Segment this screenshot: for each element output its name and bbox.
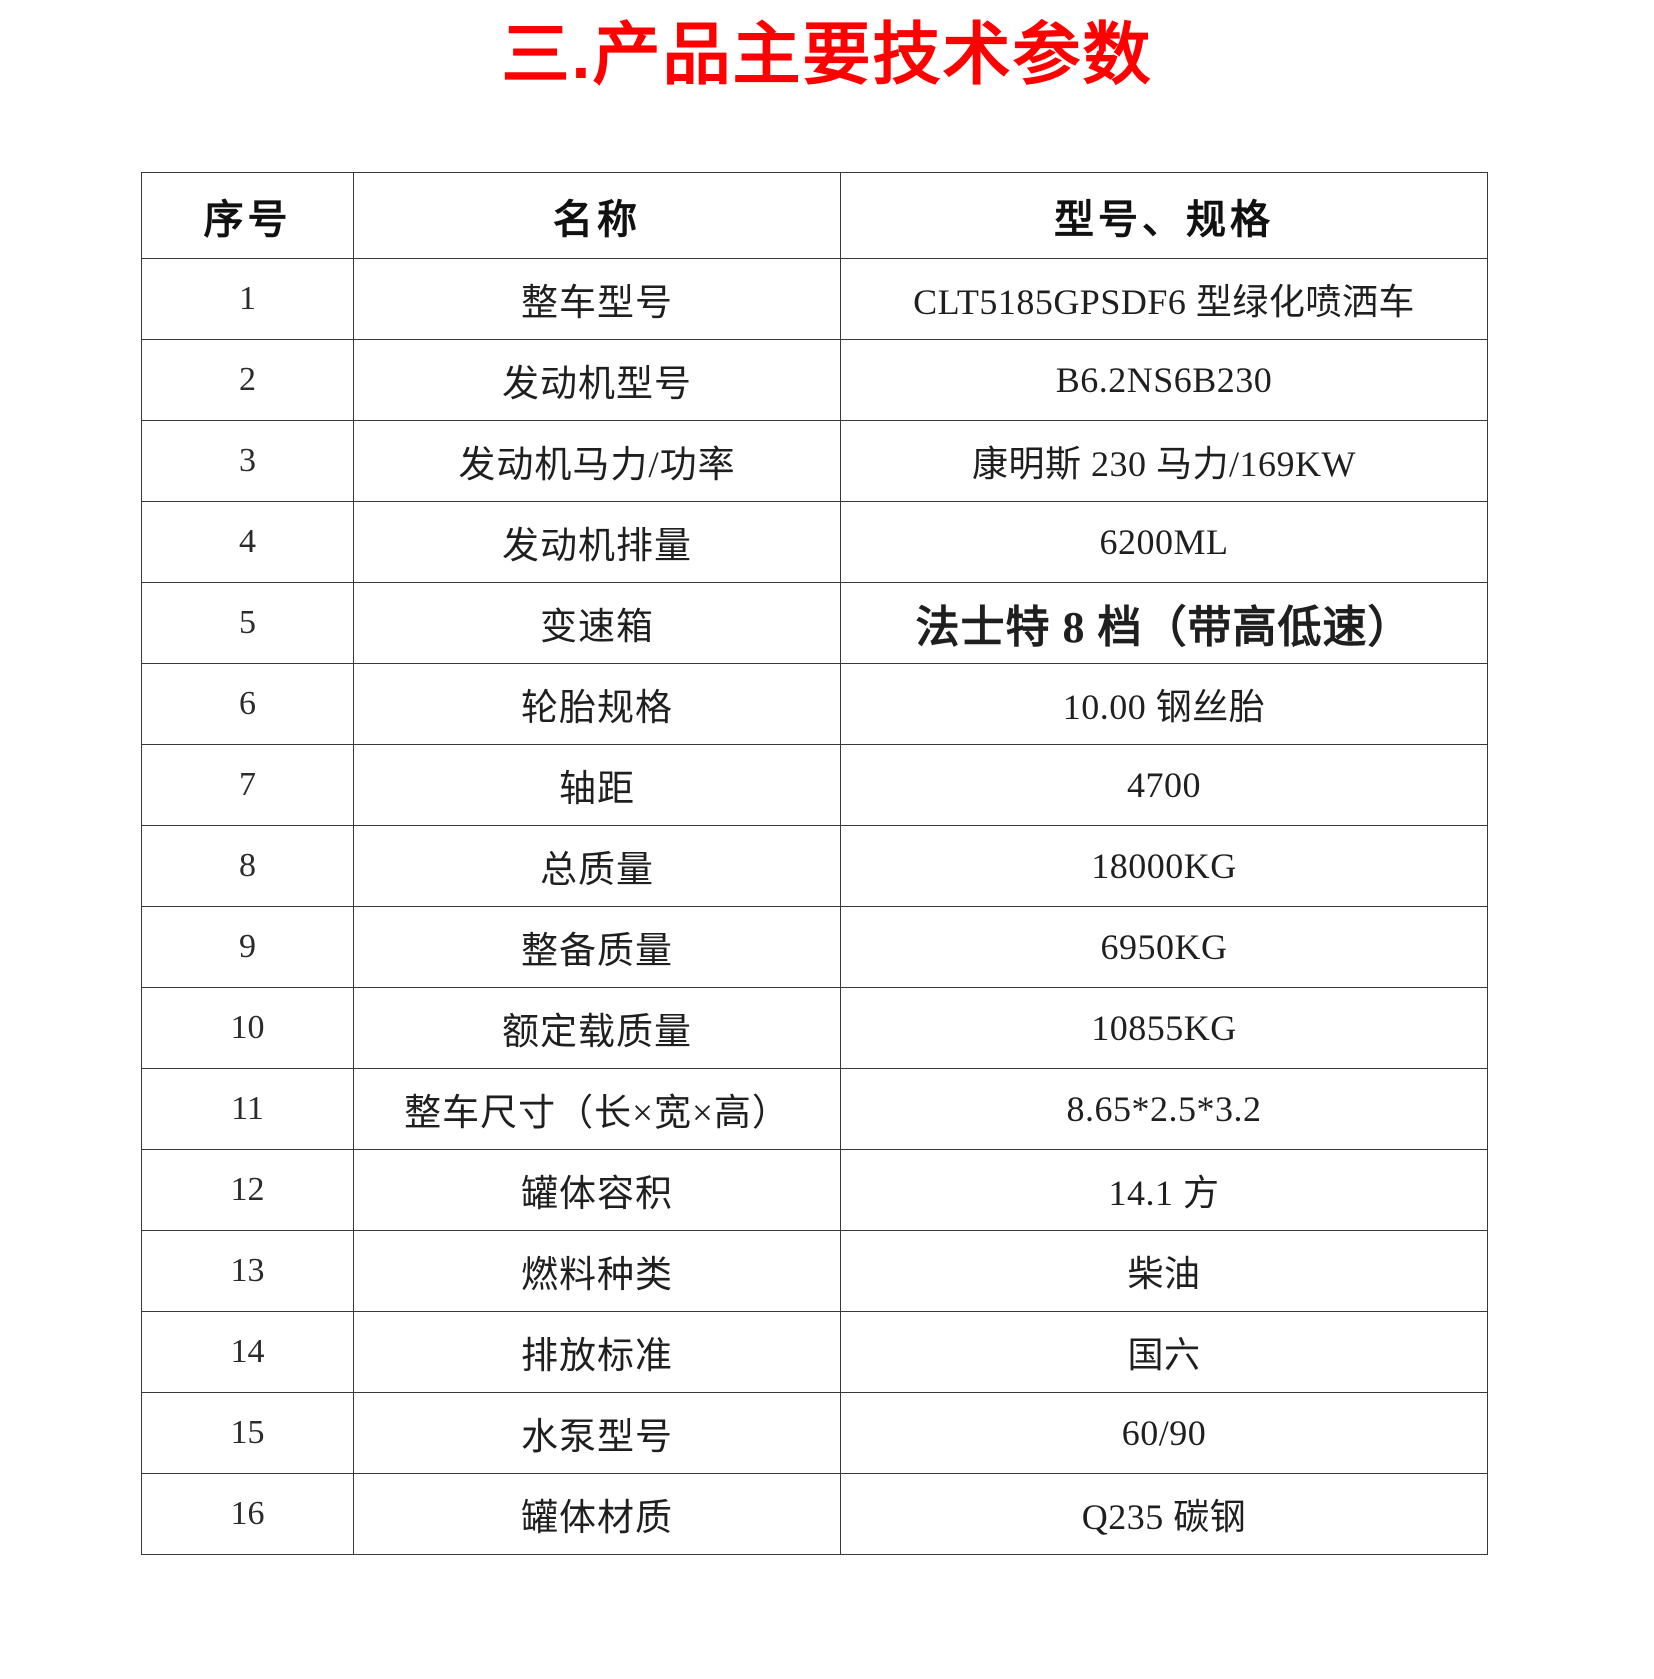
table-row: 16 罐体材质 Q235 碳钢 [141,1473,1488,1555]
table-header-row: 序号 名称 型号、规格 [141,172,1488,259]
cell-value: 法士特 8 档（带高低速） [840,582,1488,664]
cell-index: 10 [141,987,354,1069]
technical-specifications-table: 序号 名称 型号、规格 1 整车型号 CLT5185GPSDF6 型绿化喷洒车 … [141,172,1488,1555]
cell-value: 6950KG [840,906,1488,988]
cell-value: CLT5185GPSDF6 型绿化喷洒车 [840,258,1488,340]
cell-index: 6 [141,663,354,745]
cell-value: B6.2NS6B230 [840,339,1488,421]
cell-index: 9 [141,906,354,988]
cell-name: 轴距 [353,744,841,826]
cell-name: 发动机马力/功率 [353,420,841,502]
cell-value: 10855KG [840,987,1488,1069]
cell-value: 18000KG [840,825,1488,907]
cell-value: 4700 [840,744,1488,826]
cell-name: 水泵型号 [353,1392,841,1474]
cell-value: 6200ML [840,501,1488,583]
cell-index: 8 [141,825,354,907]
table-row: 14 排放标准 国六 [141,1311,1488,1393]
cell-index: 12 [141,1149,354,1231]
table-row: 8 总质量 18000KG [141,825,1488,907]
cell-name: 轮胎规格 [353,663,841,745]
cell-name: 整车型号 [353,258,841,340]
cell-value: 柴油 [840,1230,1488,1312]
table-row: 7 轴距 4700 [141,744,1488,826]
cell-name: 整备质量 [353,906,841,988]
cell-value: Q235 碳钢 [840,1473,1488,1555]
cell-value: 10.00 钢丝胎 [840,663,1488,745]
cell-index: 5 [141,582,354,664]
cell-name: 变速箱 [353,582,841,664]
cell-name: 发动机排量 [353,501,841,583]
cell-index: 13 [141,1230,354,1312]
table-row: 6 轮胎规格 10.00 钢丝胎 [141,663,1488,745]
table-row: 2 发动机型号 B6.2NS6B230 [141,339,1488,421]
cell-index: 16 [141,1473,354,1555]
cell-index: 3 [141,420,354,502]
table-row: 9 整备质量 6950KG [141,906,1488,988]
column-header-index: 序号 [141,172,354,259]
column-header-name: 名称 [353,172,841,259]
cell-value: 60/90 [840,1392,1488,1474]
table-row: 13 燃料种类 柴油 [141,1230,1488,1312]
table-row: 11 整车尺寸（长×宽×高） 8.65*2.5*3.2 [141,1068,1488,1150]
cell-name: 总质量 [353,825,841,907]
column-header-value: 型号、规格 [840,172,1488,259]
cell-value: 康明斯 230 马力/169KW [840,420,1488,502]
cell-value: 国六 [840,1311,1488,1393]
cell-name: 排放标准 [353,1311,841,1393]
cell-name: 发动机型号 [353,339,841,421]
table-row: 5 变速箱 法士特 8 档（带高低速） [141,582,1488,664]
table-row: 15 水泵型号 60/90 [141,1392,1488,1474]
cell-index: 15 [141,1392,354,1474]
cell-name: 整车尺寸（长×宽×高） [353,1068,841,1150]
cell-name: 燃料种类 [353,1230,841,1312]
cell-index: 1 [141,258,354,340]
cell-value: 8.65*2.5*3.2 [840,1068,1488,1150]
cell-index: 2 [141,339,354,421]
cell-name: 额定载质量 [353,987,841,1069]
table-row: 4 发动机排量 6200ML [141,501,1488,583]
cell-index: 7 [141,744,354,826]
cell-name: 罐体容积 [353,1149,841,1231]
page-title: 三.产品主要技术参数 [501,17,1153,93]
table-row: 3 发动机马力/功率 康明斯 230 马力/169KW [141,420,1488,502]
cell-index: 11 [141,1068,354,1150]
table-body: 1 整车型号 CLT5185GPSDF6 型绿化喷洒车 2 发动机型号 B6.2… [141,258,1488,1555]
table-row: 10 额定载质量 10855KG [141,987,1488,1069]
cell-index: 14 [141,1311,354,1393]
table-row: 1 整车型号 CLT5185GPSDF6 型绿化喷洒车 [141,258,1488,340]
table-row: 12 罐体容积 14.1 方 [141,1149,1488,1231]
cell-name: 罐体材质 [353,1473,841,1555]
cell-index: 4 [141,501,354,583]
cell-value: 14.1 方 [840,1149,1488,1231]
